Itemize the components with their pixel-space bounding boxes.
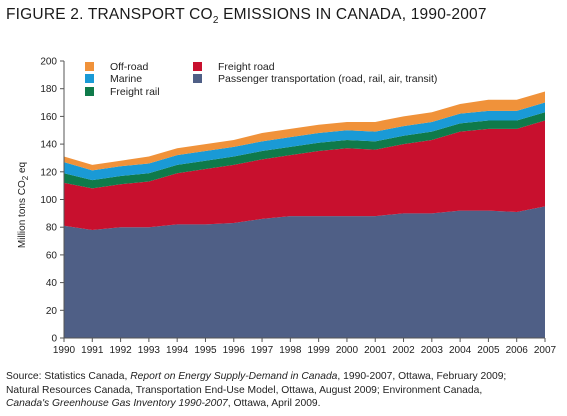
legend-swatch-freight-road	[193, 62, 202, 71]
chart-areas	[64, 91, 545, 338]
y-axis-label-subscript: 2	[21, 175, 30, 180]
y-tick-label: 140	[40, 140, 57, 151]
x-tick-label: 2001	[364, 345, 387, 356]
y-tick-label: 160	[40, 112, 57, 123]
y-axis-label: Million tons CO2 eq	[17, 162, 30, 248]
x-tick-label: 1999	[308, 345, 331, 356]
y-tick-label: 180	[40, 84, 57, 95]
area-freight-road	[64, 120, 545, 230]
x-tick-label: 2004	[449, 345, 472, 356]
area-marine	[64, 102, 545, 181]
legend-swatch-freight-rail	[85, 87, 94, 96]
source-line1-a: Source: Statistics Canada,	[6, 371, 131, 382]
area-off-road	[64, 91, 545, 171]
source-line2: Natural Resources Canada, Transportation…	[6, 384, 483, 396]
y-tick-label: 80	[46, 223, 58, 234]
source-line1-c: , 1990-2007, Ottawa, February 2009;	[337, 371, 507, 382]
source-line3-b: , Ottawa, April 2009.	[227, 398, 321, 409]
legend-label-freight-rail: Freight rail	[110, 86, 160, 98]
x-tick-label: 1996	[223, 345, 246, 356]
x-tick-label: 2003	[421, 345, 444, 356]
figure-title: FIGURE 2. TRANSPORT CO2 EMISSIONS IN CAN…	[6, 6, 487, 26]
y-tick-label: 120	[40, 167, 57, 178]
source-note: Source: Statistics Canada, Report on Ene…	[6, 370, 562, 411]
x-tick-label: 2006	[506, 345, 529, 356]
legend-swatch-marine	[85, 74, 94, 83]
x-tick-label: 1991	[81, 345, 104, 356]
x-tick-label: 2002	[392, 345, 415, 356]
source-line1-b: Report on Energy Supply-Demand in Canada	[130, 371, 338, 382]
y-tick-label: 40	[46, 278, 58, 289]
stacked-area-chart: 0 20 40 60 80 100 120 140 160 180 200 1990 1991 1992 1…	[17, 57, 557, 357]
y-tick-label: 0	[51, 334, 57, 345]
legend-swatch-off-road	[85, 62, 94, 71]
legend-label-passenger-transportation: Passenger transportation (road, rail, ai…	[218, 73, 437, 85]
x-tick-label: 1990	[53, 345, 76, 356]
y-axis-label-suffix: eq	[17, 162, 28, 176]
legend-label-freight-road: Freight road	[218, 61, 275, 73]
y-tick-label: 100	[40, 195, 57, 206]
x-tick-label: 1992	[109, 345, 132, 356]
x-tick-label: 1998	[279, 345, 302, 356]
y-tick-label: 200	[40, 57, 57, 68]
legend-swatch-passenger-transportation	[193, 74, 202, 83]
y-tick-label: 60	[46, 250, 58, 261]
figure-title-suffix: EMISSIONS IN CANADA, 1990-2007	[218, 6, 487, 23]
x-tick-label: 1993	[138, 345, 161, 356]
source-line3-a: Canada's Greenhouse Gas Inventory 1990-2…	[6, 398, 228, 409]
x-tick-label: 1995	[194, 345, 217, 356]
x-tick-label: 2005	[477, 345, 500, 356]
x-tick-label: 1994	[166, 345, 189, 356]
x-tick-label: 2007	[534, 345, 557, 356]
y-tick-label: 20	[46, 306, 58, 317]
figure-title-prefix: FIGURE 2. TRANSPORT CO	[6, 6, 213, 23]
x-tick-label: 2000	[336, 345, 359, 356]
area-passenger-transportation	[64, 206, 545, 338]
chart-axes: 0 20 40 60 80 100 120 140 160 180 200 1990 1991 1992 1…	[40, 57, 556, 357]
legend-label-off-road: Off-road	[110, 61, 148, 73]
figure-title-subscript: 2	[212, 15, 219, 27]
area-freight-rail	[64, 112, 545, 189]
y-axis-label-prefix: Million tons CO	[17, 180, 28, 248]
legend-label-marine: Marine	[110, 73, 142, 85]
x-tick-label: 1997	[251, 345, 274, 356]
